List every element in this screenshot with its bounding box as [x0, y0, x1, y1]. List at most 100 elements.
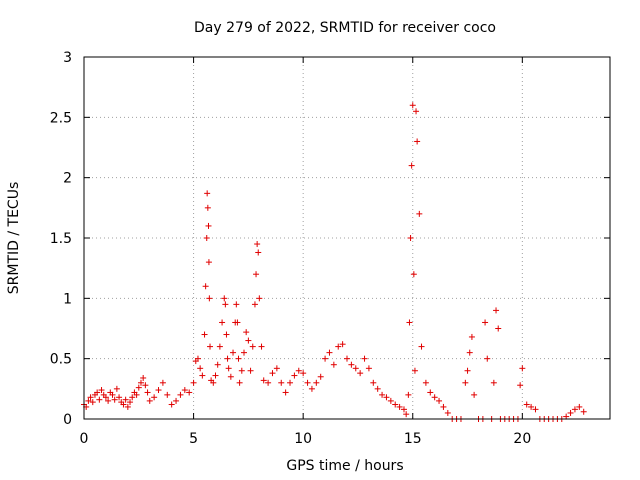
data-point [245, 337, 252, 344]
data-point [407, 235, 414, 241]
data-point [234, 319, 241, 326]
data-point [471, 391, 478, 398]
data-point [212, 372, 219, 379]
data-point [348, 361, 355, 368]
data-point [410, 271, 417, 278]
data-point [181, 387, 188, 394]
data-point [133, 391, 140, 398]
data-point [233, 301, 240, 308]
data-point [571, 406, 578, 413]
data-point [186, 389, 193, 396]
y-tick-label: 2.5 [50, 110, 72, 126]
data-point [247, 367, 254, 374]
data-point [168, 401, 175, 408]
data-point [223, 331, 230, 338]
data-point [203, 235, 210, 241]
data-point [431, 394, 438, 401]
data-point [361, 355, 368, 362]
data-point [240, 349, 247, 356]
data-point [400, 406, 407, 413]
x-tick-label: 20 [513, 431, 531, 447]
data-point [202, 283, 209, 290]
data-point [105, 397, 112, 404]
data-point [304, 379, 311, 386]
data-point [256, 295, 263, 302]
y-axis-label: SRMTID / TECUs [6, 182, 22, 295]
data-point [94, 389, 101, 396]
data-point [135, 384, 142, 391]
data-point [210, 379, 217, 386]
data-point [427, 389, 434, 396]
data-point [155, 387, 162, 394]
data-point [177, 391, 184, 398]
data-point [436, 397, 443, 404]
data-point [383, 394, 390, 401]
data-point [253, 271, 260, 278]
data-point [206, 295, 213, 302]
data-point [236, 379, 243, 386]
data-point [403, 411, 410, 418]
x-tick-label: 10 [294, 431, 312, 447]
data-point [173, 397, 180, 404]
data-point [102, 394, 109, 401]
data-point [204, 190, 211, 197]
data-point [528, 403, 535, 410]
data-point [576, 403, 583, 410]
data-point [190, 379, 197, 386]
axis-ticks: 0 5 10 15 20 0 0.5 1 1.5 2 2.5 3 [50, 50, 610, 447]
chart-title: Day 279 of 2022, SRMTID for receiver coc… [194, 20, 496, 36]
data-point [201, 331, 208, 338]
data-point [291, 372, 298, 379]
data-point [517, 382, 524, 389]
data-point [207, 343, 214, 350]
data-point [414, 138, 421, 145]
data-point [124, 403, 131, 410]
data-point [260, 377, 267, 384]
data-point [379, 391, 386, 398]
data-point [444, 409, 451, 416]
data-point [580, 408, 587, 415]
data-point [197, 365, 204, 372]
data-point [308, 385, 315, 392]
data-point [235, 355, 242, 362]
data-point [221, 295, 228, 302]
data-point [335, 343, 342, 350]
data-point [122, 396, 129, 403]
data-point [140, 374, 147, 381]
data-point [300, 370, 307, 377]
data-point [258, 343, 265, 350]
data-point [144, 389, 151, 396]
x-tick-label: 15 [404, 431, 422, 447]
data-point [396, 403, 403, 410]
data-point [468, 333, 475, 340]
data-point [326, 349, 333, 356]
data-point [392, 401, 399, 408]
data-point [116, 394, 123, 401]
data-point [413, 108, 420, 115]
y-tick-label: 2 [63, 171, 72, 187]
data-point [344, 355, 350, 362]
data-point [146, 397, 153, 404]
data-point [255, 249, 262, 256]
data-point [330, 361, 337, 368]
data-point [282, 389, 289, 396]
data-point [416, 210, 423, 217]
data-point [199, 372, 206, 379]
data-point [113, 385, 120, 392]
data-point [254, 241, 261, 248]
y-tick-label: 1 [63, 291, 72, 307]
data-point [251, 301, 258, 308]
data-point [214, 361, 221, 368]
data-point [109, 391, 116, 398]
data-point [440, 403, 447, 410]
data-point [111, 396, 118, 403]
data-point [406, 319, 413, 326]
data-point [120, 401, 127, 408]
data-point [216, 343, 223, 350]
data-point [194, 355, 201, 362]
data-point [205, 222, 212, 229]
data-point [98, 387, 105, 394]
x-tick-label: 5 [189, 431, 198, 447]
data-point [219, 319, 226, 326]
data-point [137, 379, 144, 386]
